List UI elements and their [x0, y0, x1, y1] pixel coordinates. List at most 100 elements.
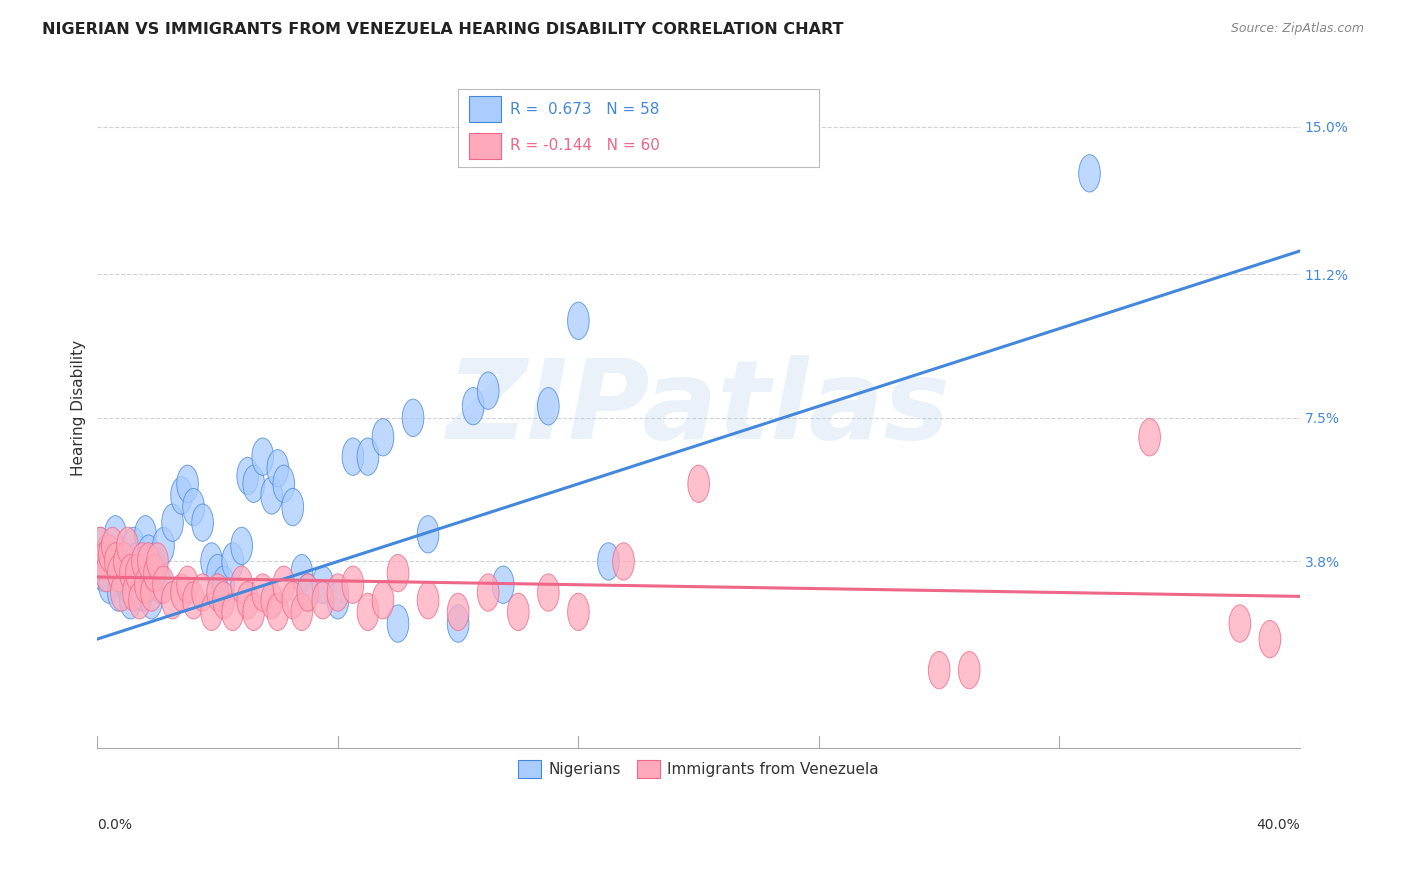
Ellipse shape [143, 542, 166, 580]
Ellipse shape [492, 566, 515, 603]
Ellipse shape [387, 605, 409, 642]
Ellipse shape [291, 593, 312, 631]
Ellipse shape [252, 574, 274, 611]
Ellipse shape [283, 582, 304, 619]
Ellipse shape [183, 582, 204, 619]
Ellipse shape [93, 555, 114, 591]
Ellipse shape [117, 527, 138, 565]
Ellipse shape [146, 555, 169, 591]
Ellipse shape [1139, 418, 1160, 456]
Ellipse shape [262, 582, 283, 619]
Ellipse shape [170, 574, 193, 611]
Ellipse shape [598, 542, 619, 580]
Ellipse shape [231, 566, 253, 603]
Ellipse shape [236, 582, 259, 619]
Ellipse shape [207, 555, 228, 591]
Ellipse shape [108, 555, 129, 591]
Ellipse shape [328, 574, 349, 611]
Ellipse shape [273, 465, 295, 502]
Ellipse shape [111, 555, 132, 591]
Ellipse shape [125, 542, 148, 580]
Ellipse shape [108, 574, 129, 611]
Ellipse shape [104, 542, 127, 580]
Ellipse shape [183, 489, 204, 525]
Ellipse shape [537, 574, 560, 611]
Ellipse shape [111, 574, 132, 611]
Ellipse shape [122, 527, 145, 565]
Ellipse shape [132, 542, 153, 580]
Text: 0.0%: 0.0% [97, 818, 132, 831]
Ellipse shape [568, 593, 589, 631]
Ellipse shape [141, 574, 162, 611]
Text: NIGERIAN VS IMMIGRANTS FROM VENEZUELA HEARING DISABILITY CORRELATION CHART: NIGERIAN VS IMMIGRANTS FROM VENEZUELA HE… [42, 22, 844, 37]
Ellipse shape [128, 555, 150, 591]
Ellipse shape [478, 574, 499, 611]
Ellipse shape [1078, 154, 1101, 192]
Ellipse shape [312, 566, 333, 603]
Ellipse shape [191, 504, 214, 541]
Ellipse shape [191, 574, 214, 611]
Ellipse shape [101, 527, 124, 565]
Ellipse shape [1229, 605, 1251, 642]
Ellipse shape [373, 418, 394, 456]
Text: 40.0%: 40.0% [1256, 818, 1301, 831]
Ellipse shape [222, 542, 243, 580]
Ellipse shape [201, 542, 222, 580]
Ellipse shape [162, 504, 183, 541]
Ellipse shape [212, 582, 235, 619]
Ellipse shape [959, 651, 980, 689]
Ellipse shape [117, 566, 138, 603]
Ellipse shape [122, 574, 145, 611]
Ellipse shape [688, 465, 710, 502]
Ellipse shape [98, 566, 120, 603]
Ellipse shape [153, 566, 174, 603]
Ellipse shape [342, 566, 364, 603]
Ellipse shape [291, 555, 312, 591]
Ellipse shape [357, 438, 378, 475]
Ellipse shape [207, 574, 228, 611]
Ellipse shape [90, 527, 111, 565]
Ellipse shape [87, 542, 108, 580]
Ellipse shape [162, 582, 183, 619]
Ellipse shape [252, 438, 274, 475]
Ellipse shape [342, 438, 364, 475]
Ellipse shape [135, 516, 156, 553]
Ellipse shape [128, 582, 150, 619]
Ellipse shape [146, 542, 169, 580]
Ellipse shape [138, 535, 159, 573]
Ellipse shape [114, 542, 135, 580]
Ellipse shape [262, 477, 283, 514]
Ellipse shape [101, 542, 124, 580]
Ellipse shape [90, 527, 111, 565]
Ellipse shape [93, 542, 114, 580]
Ellipse shape [312, 582, 333, 619]
Ellipse shape [104, 516, 127, 553]
Ellipse shape [222, 593, 243, 631]
Ellipse shape [537, 387, 560, 425]
Ellipse shape [357, 593, 378, 631]
Ellipse shape [447, 605, 470, 642]
Ellipse shape [98, 535, 120, 573]
Ellipse shape [402, 399, 423, 436]
Ellipse shape [478, 372, 499, 409]
Ellipse shape [447, 593, 470, 631]
Ellipse shape [373, 582, 394, 619]
Ellipse shape [297, 574, 319, 611]
Ellipse shape [143, 555, 166, 591]
Ellipse shape [125, 555, 148, 591]
Ellipse shape [212, 566, 235, 603]
Ellipse shape [149, 566, 172, 603]
Ellipse shape [297, 574, 319, 611]
Ellipse shape [283, 489, 304, 525]
Ellipse shape [96, 535, 117, 573]
Ellipse shape [153, 527, 174, 565]
Ellipse shape [1258, 621, 1281, 657]
Ellipse shape [201, 593, 222, 631]
Ellipse shape [120, 555, 141, 591]
Ellipse shape [138, 542, 159, 580]
Ellipse shape [418, 582, 439, 619]
Ellipse shape [87, 542, 108, 580]
Ellipse shape [463, 387, 484, 425]
Ellipse shape [236, 458, 259, 495]
Ellipse shape [418, 516, 439, 553]
